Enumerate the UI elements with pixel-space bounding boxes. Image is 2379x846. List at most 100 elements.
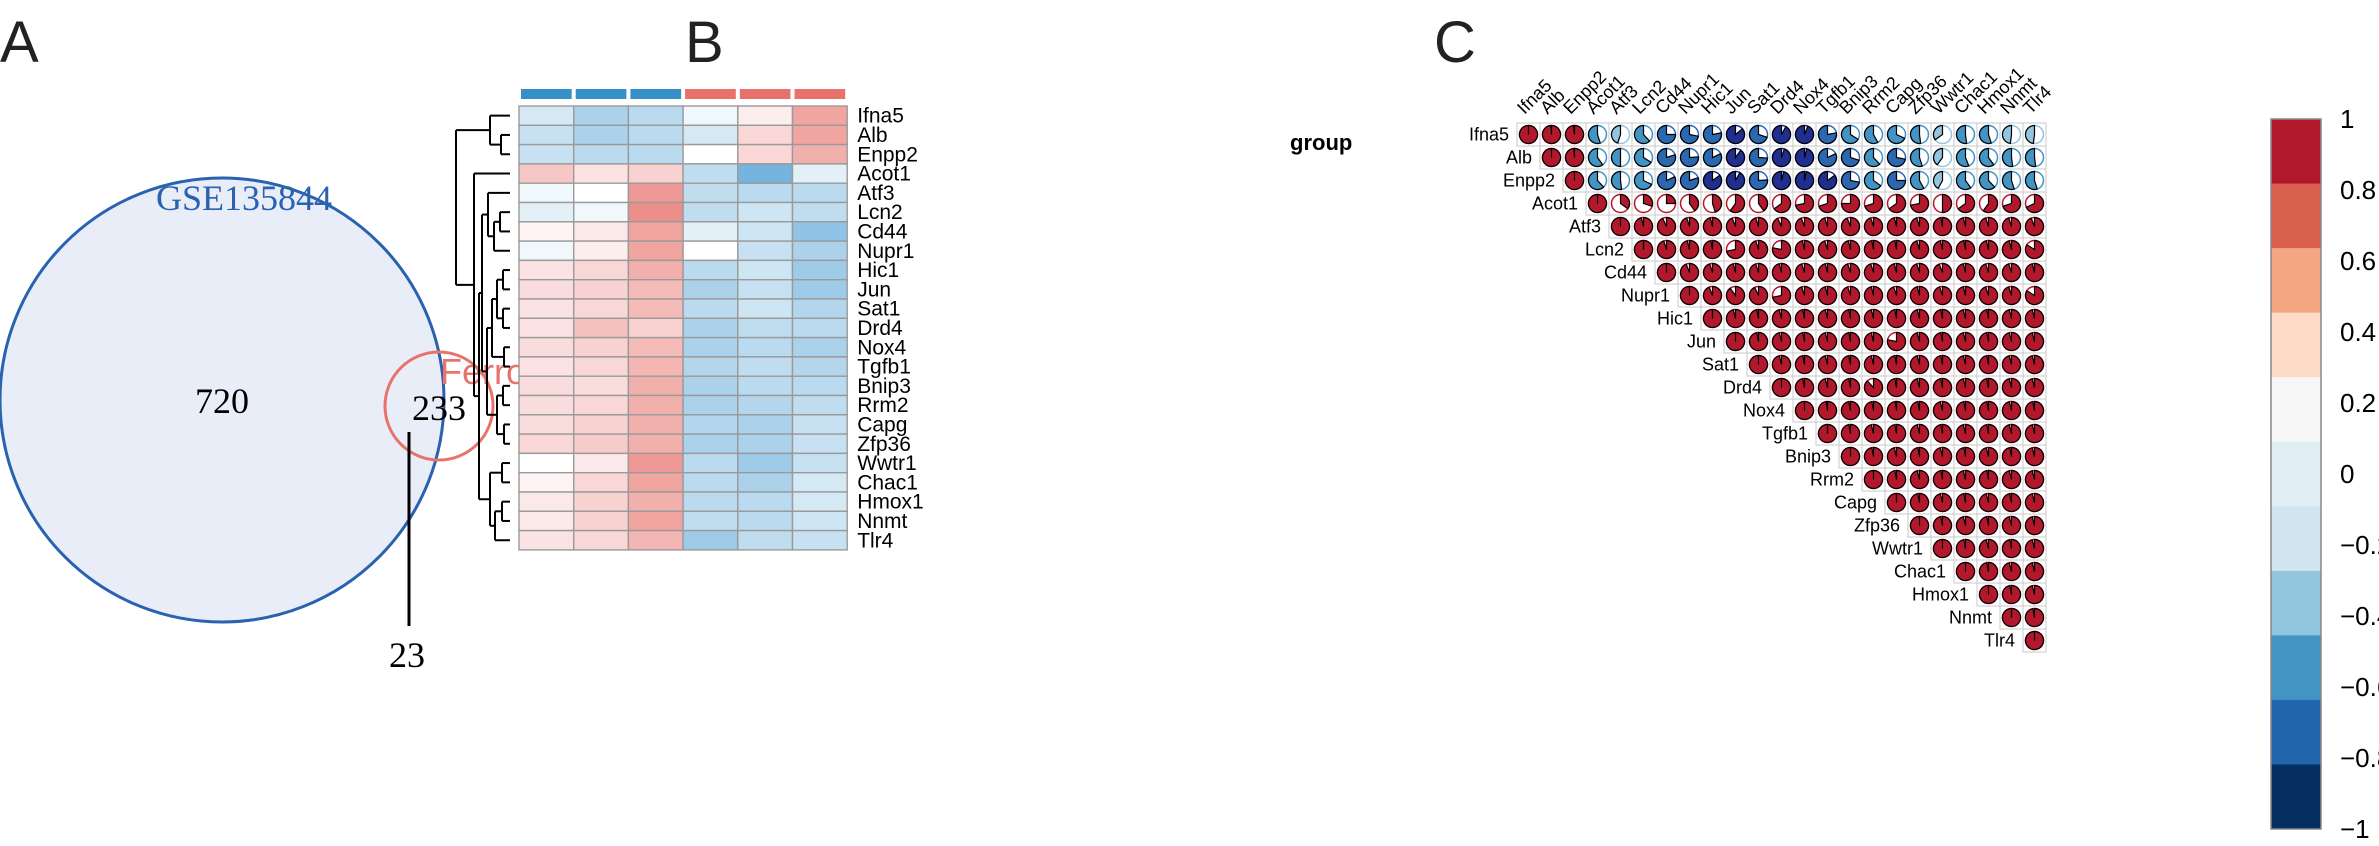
heatmap-cell (682, 124, 739, 146)
heatmap-cell (518, 375, 575, 397)
correlation-pie-slice (1932, 331, 1953, 352)
heatmap-cell (518, 394, 575, 416)
correlation-pie-slice (1725, 331, 1746, 352)
correlation-pie-slice (1794, 147, 1815, 168)
heatmap-cell (791, 375, 848, 397)
correlation-pie-slice (1909, 492, 1930, 513)
heatmap-row-label: Drd4 (857, 317, 903, 340)
correlation-pie-slice (1955, 239, 1976, 260)
heatmap-row-label: Tlr4 (857, 529, 893, 552)
correlation-colorbar: 1 0.8 0.6 0.4 0.2 0 −0.2 −0.4 −0.6 −0.8 −1 (2270, 104, 2379, 844)
heatmap-row-label: Enpp2 (857, 143, 918, 166)
heatmap-cell (791, 221, 848, 242)
correlation-pie-slice (1702, 170, 1723, 191)
heatmap-cell (627, 279, 684, 300)
correlation-pie-slice (2001, 515, 2022, 536)
correlation-pie-slice (1679, 170, 1700, 191)
heatmap-cell (573, 182, 630, 204)
correlation-row-label: Cd44 (1604, 263, 1647, 283)
correlation-pie-slice (1955, 308, 1976, 329)
correlation-pie-slice (1909, 239, 1930, 260)
heatmap-cell (682, 375, 739, 397)
correlation-pie-slice (1863, 354, 1884, 375)
correlation-pie-slice (1840, 285, 1861, 306)
heatmap-cell (518, 298, 575, 319)
panel-c-label: C (1434, 10, 1476, 75)
heatmap-cell (573, 163, 630, 184)
correlation-pie-slice (2024, 584, 2045, 605)
correlation-pie-slice (1886, 216, 1907, 237)
heatmap-cell (518, 240, 575, 262)
correlation-pie-slice (1840, 170, 1861, 191)
heatmap-cell (737, 394, 794, 416)
correlation-pie-slice (1932, 377, 1953, 398)
correlation-pie-slice (1955, 492, 1976, 513)
colorbar-segment (2271, 119, 2321, 185)
correlation-pie-slice (2024, 469, 2045, 490)
correlation-pie-slice (1978, 469, 1999, 490)
correlation-pie-slice (1932, 124, 1944, 141)
correlation-pie-slice (2024, 630, 2045, 651)
heatmap-cell (627, 221, 684, 242)
correlation-pie-slice (1541, 124, 1562, 145)
colorbar-tick-label: 1 (2340, 104, 2354, 134)
correlation-pie-slice (1886, 354, 1907, 375)
correlation-pie-slice (2001, 216, 2022, 237)
heatmap-cell (682, 317, 739, 339)
correlation-pie-slice (2024, 607, 2045, 628)
heatmap-cell (737, 336, 794, 358)
colorbar-tick-label: −0.6 (2340, 672, 2379, 702)
correlation-pie-slice (1610, 216, 1631, 237)
correlation-row-label: Atf3 (1569, 217, 1601, 237)
correlation-pie-slice (1665, 193, 1677, 205)
correlation-pie-slice (1679, 147, 1700, 168)
correlation-pie-slice (1587, 124, 1602, 145)
correlation-row-label: Drd4 (1723, 378, 1762, 398)
correlation-pie-slice (1679, 124, 1700, 145)
heatmap-cell (791, 105, 848, 126)
correlation-pie-slice (1748, 124, 1768, 145)
heatmap-row-label: Lcn2 (857, 201, 903, 224)
correlation-pie-slice (1817, 423, 1838, 444)
correlation-pie-slice (1642, 193, 1654, 208)
correlation-pie-slice (1633, 124, 1651, 145)
correlation-pie-slice (1932, 492, 1953, 513)
correlation-pie-slice (2001, 331, 2022, 352)
group-bar-control (575, 89, 627, 99)
correlation-pie-slice (2024, 285, 2045, 306)
correlation-pie-slice (2001, 469, 2022, 490)
correlation-pie-slice (1909, 423, 1930, 444)
correlation-pie-slice (1817, 331, 1838, 352)
correlation-column-labels: Ifna5AlbEnpp2Acot1Atf3Lcn2Cd44Nupr1Hic1J… (1513, 63, 2055, 117)
correlation-row-label: Sat1 (1702, 355, 1739, 375)
heatmap-cell (737, 182, 794, 204)
correlation-pie-slice (1817, 400, 1838, 421)
correlation-pie-slice (1771, 308, 1792, 329)
heatmap-cell (682, 356, 739, 377)
group-bar-control (630, 89, 682, 99)
correlation-pie-slice (1748, 216, 1769, 237)
correlation-row-label: Wwtr1 (1872, 539, 1923, 559)
heatmap-cell (518, 163, 575, 184)
heatmap-cell (737, 221, 794, 242)
heatmap-cells (518, 105, 848, 551)
heatmap-cell (682, 279, 739, 300)
correlation-pie-slice (1982, 193, 1999, 214)
correlation-pie-slice (1886, 492, 1907, 513)
correlation-pie-slice (1978, 216, 1999, 237)
colorbar-segment (2271, 312, 2321, 378)
correlation-pie-slice (1656, 262, 1677, 283)
correlation-pie-slice (1633, 216, 1654, 237)
correlation-pie-slice (1771, 124, 1792, 145)
heatmap-cell (518, 221, 575, 242)
heatmap-cell (682, 163, 739, 184)
correlation-pie-slice (1817, 354, 1838, 375)
correlation-pie-slice (1794, 331, 1815, 352)
correlation-pie-slice (1633, 239, 1654, 260)
correlation-pie-slice (1932, 308, 1953, 329)
correlation-pie-slice (1840, 400, 1861, 421)
correlation-row-label: Alb (1506, 148, 1532, 168)
correlation-pie-slice (2025, 193, 2045, 214)
correlation-pie-slice (1941, 193, 1953, 214)
venn-circle-gse135844 (0, 176, 446, 624)
